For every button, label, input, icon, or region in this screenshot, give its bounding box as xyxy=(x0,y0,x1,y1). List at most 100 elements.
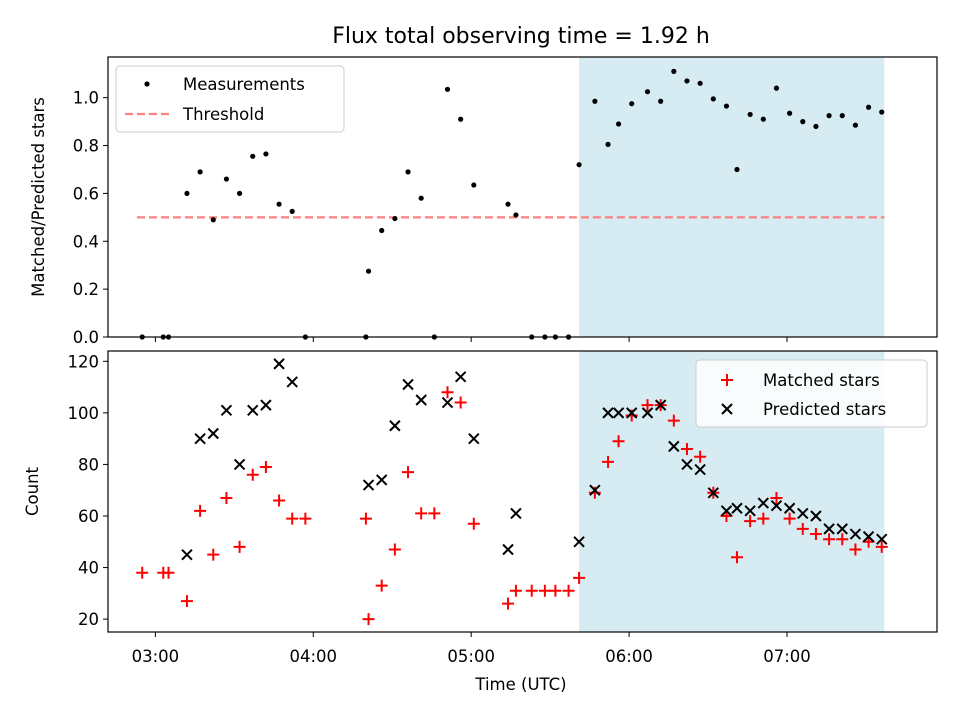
matched-star-point xyxy=(220,491,233,504)
predicted-star-point xyxy=(247,404,259,417)
count-x-ticks: 03:00 04:00 05:00 06:00 07:00 xyxy=(132,632,811,666)
measurement-point xyxy=(250,153,256,159)
measurement-point xyxy=(658,98,664,104)
matched-star-point xyxy=(602,455,615,468)
matched-star-point xyxy=(415,507,428,520)
predicted-star-point xyxy=(468,432,480,445)
measurement-point xyxy=(184,190,190,197)
legend-matched-swatch xyxy=(721,374,733,386)
matched-star-point xyxy=(809,528,822,541)
predicted-star-point xyxy=(602,407,614,419)
predicted-star-point xyxy=(797,507,809,520)
matched-star-point xyxy=(525,584,538,597)
y-tick-label: 80 xyxy=(78,455,99,474)
measurement-point xyxy=(671,68,677,74)
predicted-star-point xyxy=(720,505,733,517)
predicted-star-point xyxy=(823,523,835,535)
predicted-star-point xyxy=(273,358,285,370)
count-y-ticks: 20 40 60 80 100 120 xyxy=(68,352,108,629)
measurement-point xyxy=(405,169,411,175)
measurement-point xyxy=(826,113,832,119)
predicted-star-point xyxy=(810,510,822,522)
matched-star-point xyxy=(207,548,220,561)
matched-star-point xyxy=(162,566,175,579)
matched-star-point xyxy=(562,584,575,597)
measurement-point xyxy=(697,80,703,86)
matched-star-point xyxy=(359,512,372,525)
measurement-point xyxy=(236,190,243,197)
predicted-star-point xyxy=(876,533,888,545)
count-panel: 20 40 60 80 100 120 03:00 04:00 05:00 06:00 07:00… xyxy=(23,350,938,694)
matched-star-point xyxy=(246,468,259,481)
predicted-star-point xyxy=(502,543,514,556)
matched-star-point xyxy=(849,543,862,556)
y-tick-label: 1.0 xyxy=(73,89,99,108)
ratio-x-ticks xyxy=(154,337,788,342)
measurement-point xyxy=(210,217,216,223)
matched-star-point xyxy=(612,435,625,448)
measurement-point xyxy=(576,162,582,168)
measurement-point xyxy=(773,85,780,91)
legend-predicted-swatch xyxy=(721,403,733,415)
matched-star-point xyxy=(402,466,415,479)
matched-star-point xyxy=(273,494,286,507)
matched-star-point xyxy=(875,540,888,553)
x-axis-label: Time (UTC) xyxy=(474,675,566,694)
y-tick-label: 0.2 xyxy=(73,280,99,299)
matched-star-point xyxy=(441,386,454,399)
matched-star-point xyxy=(641,399,654,412)
measurement-point xyxy=(760,116,766,122)
measurement-point xyxy=(276,201,282,207)
x-tick-label: 06:00 xyxy=(605,647,653,666)
legend-matched-label: Matched stars xyxy=(763,371,880,390)
count-y-axis-label: Count xyxy=(23,466,42,516)
predicted-star-point xyxy=(207,427,219,440)
predicted-star-point xyxy=(694,463,706,476)
predicted-star-point xyxy=(510,507,522,520)
matched-star-point xyxy=(796,522,809,535)
ratio-y-ticks: 0.0 0.2 0.4 0.6 0.8 1.0 xyxy=(73,89,108,347)
predicted-star-point xyxy=(589,484,601,496)
x-tick-label: 07:00 xyxy=(763,647,811,666)
measurement-point xyxy=(615,121,622,127)
measurement-point xyxy=(879,109,885,115)
measurement-point xyxy=(710,96,716,102)
chart-title: Flux total observing time = 1.92 h xyxy=(332,24,710,49)
predicted-star-point xyxy=(441,396,454,409)
measurement-point xyxy=(839,113,845,119)
matched-star-point xyxy=(259,461,272,474)
predicted-star-point xyxy=(668,440,680,453)
matched-star-point xyxy=(823,533,836,546)
measurement-point xyxy=(787,110,793,116)
legend-box xyxy=(695,359,928,428)
matched-star-point xyxy=(573,571,586,584)
matched-star-point xyxy=(454,396,467,409)
measurement-point xyxy=(365,268,372,274)
matched-star-point xyxy=(467,517,480,530)
matched-star-point xyxy=(730,551,743,564)
matched-star-point xyxy=(299,512,312,525)
measurement-point xyxy=(865,104,872,110)
count-marks xyxy=(136,358,888,626)
measurement-point xyxy=(684,78,690,84)
matched-star-point xyxy=(428,507,441,520)
y-tick-label: 0.8 xyxy=(73,137,99,156)
measurement-point xyxy=(197,169,203,175)
measurement-point xyxy=(379,227,385,234)
legend-measurements-swatch xyxy=(144,81,150,87)
y-tick-label: 60 xyxy=(78,507,99,526)
measurement-point xyxy=(800,119,806,125)
ratio-y-axis-label: Matched/Predicted stars xyxy=(29,97,48,297)
observing-window-span xyxy=(579,57,885,337)
predicted-star-point xyxy=(454,371,467,383)
predicted-star-point xyxy=(654,399,667,411)
predicted-star-point xyxy=(612,407,625,419)
measurement-point xyxy=(513,212,519,218)
predicted-star-point xyxy=(707,487,720,499)
ratio-axes-frame xyxy=(107,56,938,338)
count-legend: Matched stars Predicted stars xyxy=(695,359,928,428)
matched-star-point xyxy=(286,512,299,525)
y-tick-label: 40 xyxy=(78,559,99,578)
matched-star-point xyxy=(194,504,207,517)
